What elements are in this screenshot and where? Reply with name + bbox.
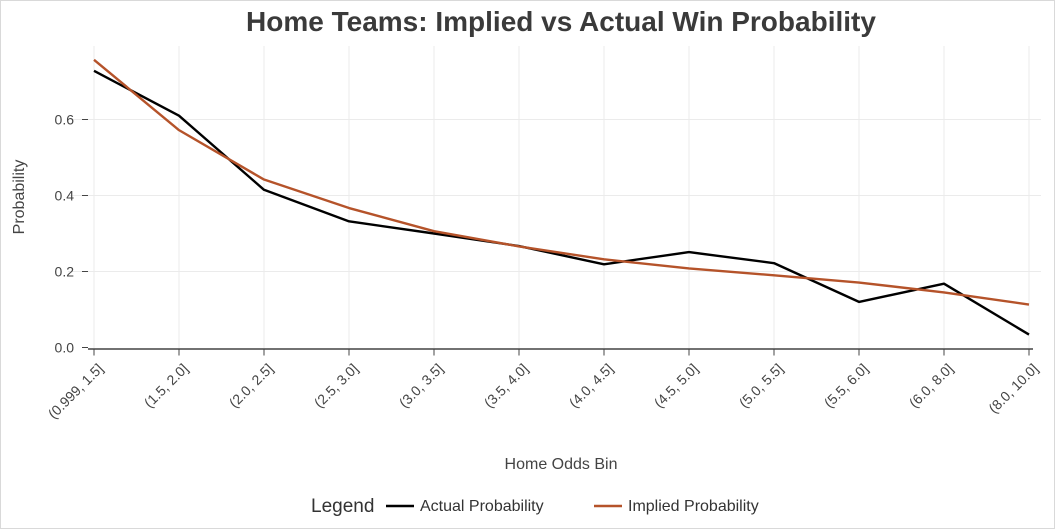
implied-probability-line — [93, 58, 1030, 306]
x-tick-label: (4.0, 4.5] — [566, 360, 616, 410]
x-tick-label: (5.0, 5.5] — [736, 360, 786, 410]
y-tick-label: 0.6 — [55, 112, 75, 128]
legend-label: Implied Probability — [628, 498, 759, 515]
y-tick-label: 0.0 — [55, 340, 75, 356]
y-tick-label: 0.4 — [55, 188, 75, 204]
x-tick-label: (3.0, 3.5] — [396, 360, 446, 410]
actual-probability-line — [93, 69, 1030, 336]
legend-label: Actual Probability — [420, 498, 544, 515]
axes: 0.0 0.2 0.4 0.6 (0.999, 1.5] (1.5, 2.0] (2.0, … — [45, 112, 1041, 422]
chart-title: Home Teams: Implied vs Actual Win Probab… — [246, 6, 876, 37]
x-tick-label: (5.5, 6.0] — [821, 360, 871, 410]
x-tick-label: (3.5, 4.0] — [481, 360, 531, 410]
x-tick-label: (0.999, 1.5] — [45, 360, 106, 421]
y-axis-title: Probability — [11, 160, 28, 235]
x-tick-label: (2.0, 2.5] — [226, 360, 276, 410]
series-lines — [93, 58, 1030, 336]
y-tick-label: 0.2 — [55, 264, 75, 280]
x-tick-label: (1.5, 2.0] — [141, 360, 191, 410]
x-axis-title: Home Odds Bin — [505, 456, 618, 473]
x-tick-label: (4.5, 5.0] — [651, 360, 701, 410]
x-tick-label: (2.5, 3.0] — [311, 360, 361, 410]
x-tick-label: (8.0, 10.0] — [985, 360, 1041, 416]
x-tick-label: (6.0, 8.0] — [906, 360, 956, 410]
legend-title: Legend — [311, 496, 374, 517]
grid — [68, 46, 1041, 348]
legend: Legend Actual Probability Implied Probabi… — [311, 496, 759, 517]
